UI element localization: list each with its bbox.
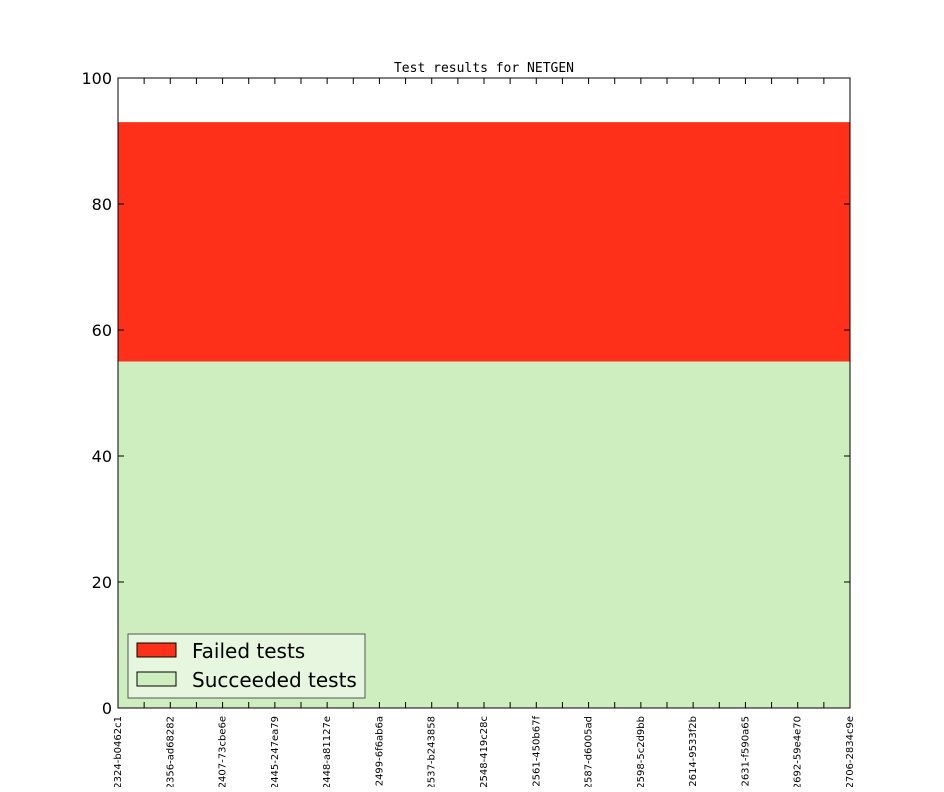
x-tick-label: 2548-419c28c <box>479 716 490 787</box>
area-layer <box>118 122 850 708</box>
y-tick-label: 100 <box>81 69 112 88</box>
y-tick-label: 60 <box>92 321 112 340</box>
legend-label-succeeded-tests: Succeeded tests <box>192 668 357 692</box>
y-tick-label: 40 <box>92 447 112 466</box>
x-tick-label: 2537-b243858 <box>427 716 438 787</box>
x-tick-label: 2407-73cbe6e <box>218 716 229 787</box>
legend-label-failed-tests: Failed tests <box>192 639 305 663</box>
x-tick-label: 2598-5c2d9bb <box>636 716 647 787</box>
x-tick-label: 2445-247ea79 <box>270 716 281 787</box>
axes-layer: 0 20 40 60 80 100 2324-b0462c1 2356-ad68282 2407… <box>81 69 856 790</box>
area-succeeded-tests <box>118 361 850 708</box>
x-tick-label: 2324-b0462c1 <box>113 716 124 787</box>
x-tick-label: 2614-9533f2b <box>688 716 699 787</box>
area-failed-tests <box>118 122 850 362</box>
x-tick-label: 2356-ad68282 <box>165 716 176 787</box>
legend-swatch-succeeded-tests <box>136 671 177 687</box>
legend-swatch-failed-tests <box>136 642 177 658</box>
x-tick-label: 2587-d6005ad <box>584 716 595 787</box>
x-tick-label: 2631-f590a65 <box>740 716 751 787</box>
x-tick-label: 2448-a81127e <box>322 716 333 787</box>
y-tick-label: 20 <box>92 573 112 592</box>
chart-title: Test results for NETGEN <box>394 61 574 76</box>
x-tick-label: 2692-59e4e70 <box>793 716 804 787</box>
x-tick-label: 2499-6f6ab6a <box>374 716 385 786</box>
y-tick-label: 80 <box>92 195 112 214</box>
y-tick-label: 0 <box>102 699 112 718</box>
legend: Failed tests Succeeded tests <box>127 633 366 699</box>
x-tick-label: 2706-2834c9e <box>845 716 856 787</box>
x-tick-label: 2561-450b67f <box>531 716 542 787</box>
